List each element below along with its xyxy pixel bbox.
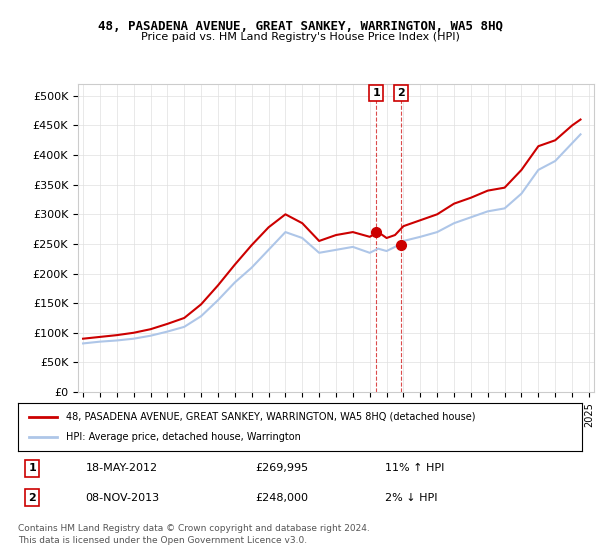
Text: 2: 2 [28, 493, 36, 503]
Text: 2% ↓ HPI: 2% ↓ HPI [385, 493, 437, 503]
Text: 48, PASADENA AVENUE, GREAT SANKEY, WARRINGTON, WA5 8HQ (detached house): 48, PASADENA AVENUE, GREAT SANKEY, WARRI… [66, 412, 475, 422]
Text: 2: 2 [397, 88, 405, 98]
Text: 18-MAY-2012: 18-MAY-2012 [86, 463, 158, 473]
Text: £269,995: £269,995 [255, 463, 308, 473]
Text: Price paid vs. HM Land Registry's House Price Index (HPI): Price paid vs. HM Land Registry's House … [140, 32, 460, 43]
Text: 48, PASADENA AVENUE, GREAT SANKEY, WARRINGTON, WA5 8HQ: 48, PASADENA AVENUE, GREAT SANKEY, WARRI… [97, 20, 503, 32]
Text: 11% ↑ HPI: 11% ↑ HPI [385, 463, 444, 473]
Text: 08-NOV-2013: 08-NOV-2013 [86, 493, 160, 503]
Text: 1: 1 [372, 88, 380, 98]
Text: 1: 1 [28, 463, 36, 473]
Text: HPI: Average price, detached house, Warrington: HPI: Average price, detached house, Warr… [66, 432, 301, 442]
Text: Contains HM Land Registry data © Crown copyright and database right 2024.
This d: Contains HM Land Registry data © Crown c… [18, 524, 370, 545]
Text: £248,000: £248,000 [255, 493, 308, 503]
